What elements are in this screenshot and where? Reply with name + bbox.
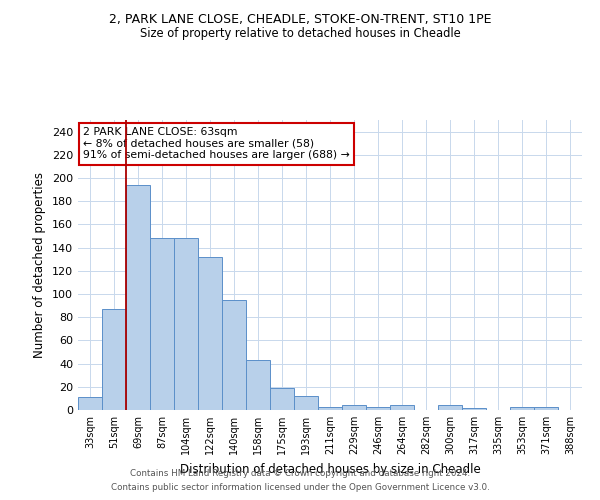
Bar bbox=[390, 406, 414, 410]
Bar bbox=[510, 406, 534, 410]
Bar bbox=[270, 388, 294, 410]
Bar bbox=[318, 406, 342, 410]
Bar bbox=[246, 360, 270, 410]
Bar bbox=[126, 185, 150, 410]
Bar bbox=[102, 309, 126, 410]
Text: Contains HM Land Registry data © Crown copyright and database right 2024.: Contains HM Land Registry data © Crown c… bbox=[130, 468, 470, 477]
Bar bbox=[366, 406, 390, 410]
Bar bbox=[342, 406, 366, 410]
Text: Contains public sector information licensed under the Open Government Licence v3: Contains public sector information licen… bbox=[110, 484, 490, 492]
Y-axis label: Number of detached properties: Number of detached properties bbox=[34, 172, 46, 358]
Bar bbox=[294, 396, 318, 410]
Text: 2 PARK LANE CLOSE: 63sqm
← 8% of detached houses are smaller (58)
91% of semi-de: 2 PARK LANE CLOSE: 63sqm ← 8% of detache… bbox=[83, 127, 350, 160]
Bar bbox=[198, 257, 222, 410]
Bar bbox=[78, 397, 102, 410]
Text: 2, PARK LANE CLOSE, CHEADLE, STOKE-ON-TRENT, ST10 1PE: 2, PARK LANE CLOSE, CHEADLE, STOKE-ON-TR… bbox=[109, 12, 491, 26]
Bar bbox=[438, 406, 462, 410]
Bar bbox=[150, 238, 174, 410]
Bar bbox=[534, 406, 558, 410]
Bar bbox=[462, 408, 486, 410]
Bar bbox=[174, 238, 198, 410]
Text: Size of property relative to detached houses in Cheadle: Size of property relative to detached ho… bbox=[140, 28, 460, 40]
Bar bbox=[222, 300, 246, 410]
X-axis label: Distribution of detached houses by size in Cheadle: Distribution of detached houses by size … bbox=[179, 462, 481, 475]
